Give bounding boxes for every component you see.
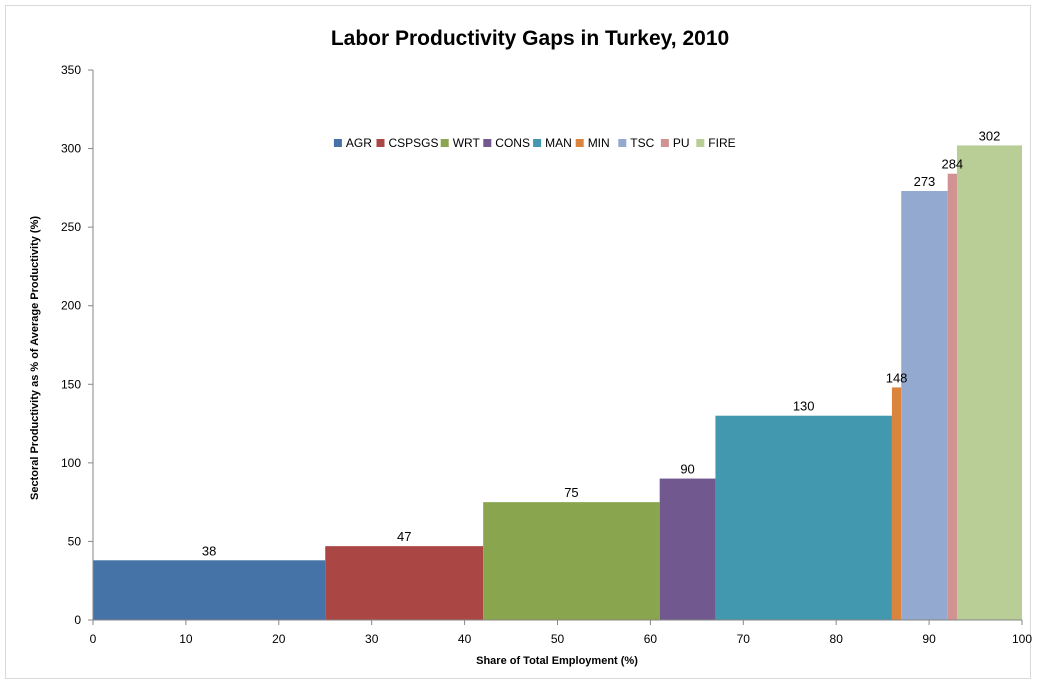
legend-label-fire: FIRE [708, 136, 735, 150]
bar-man [715, 415, 892, 620]
legend-label-man: MAN [545, 136, 572, 150]
x-tick-label: 100 [1012, 632, 1032, 646]
legend-swatch-cons [483, 139, 492, 147]
bars-group [93, 145, 1022, 620]
legend-label-cspsgs: CSPSGS [389, 136, 439, 150]
data-label-pu: 284 [941, 157, 963, 172]
legend-label-wrt: WRT [453, 136, 481, 150]
y-tick-label: 100 [61, 456, 81, 470]
y-tick-label: 300 [61, 142, 81, 156]
x-tick-label: 60 [644, 632, 658, 646]
bar-tsc [901, 191, 948, 620]
legend-swatch-cspsgs [376, 139, 385, 147]
legend-label-cons: CONS [495, 136, 530, 150]
data-labels-group: 38 47 75 90 130 148 273 284 302 [202, 128, 1000, 558]
x-tick-label: 40 [458, 632, 472, 646]
legend-label-agr: AGR [346, 136, 372, 150]
legend-swatch-pu [660, 139, 669, 147]
y-tick-label: 200 [61, 299, 81, 313]
legend-swatch-man [533, 139, 542, 147]
legend-swatch-wrt [440, 139, 449, 147]
data-label-min: 148 [886, 370, 908, 385]
x-ticks-group: 0 10 20 30 40 50 60 70 80 90 100 [90, 620, 1032, 646]
y-ticks-group: 0 50 100 150 200 250 300 350 [61, 63, 93, 627]
x-axis-title: Share of Total Employment (%) [476, 655, 638, 667]
y-tick-label: 350 [61, 63, 81, 77]
legend: AGR CSPSGS WRT CONS MAN MIN TSC PU FIRE [333, 136, 736, 150]
bar-agr [93, 560, 326, 620]
y-tick-label: 50 [68, 534, 82, 548]
bar-fire [956, 145, 1022, 620]
bar-pu [947, 173, 957, 620]
y-tick-label: 250 [61, 220, 81, 234]
legend-swatch-agr [333, 139, 342, 147]
legend-label-min: MIN [588, 136, 610, 150]
x-tick-label: 0 [90, 632, 97, 646]
y-axis-title: Sectoral Productivity as % of Average Pr… [29, 216, 41, 500]
x-tick-label: 90 [922, 632, 936, 646]
legend-swatch-fire [696, 139, 705, 147]
x-tick-label: 30 [365, 632, 379, 646]
legend-swatch-tsc [618, 139, 627, 147]
x-tick-label: 10 [179, 632, 193, 646]
bar-wrt [483, 502, 660, 620]
data-label-tsc: 273 [914, 174, 936, 189]
bar-min [891, 387, 902, 620]
legend-label-pu: PU [673, 136, 690, 150]
x-tick-label: 70 [737, 632, 751, 646]
y-tick-label: 150 [61, 377, 81, 391]
data-label-cons: 90 [680, 462, 694, 477]
data-label-wrt: 75 [564, 485, 578, 500]
y-tick-label: 0 [74, 613, 81, 627]
x-tick-label: 20 [272, 632, 286, 646]
data-label-agr: 38 [202, 543, 216, 558]
data-label-fire: 302 [979, 128, 1001, 143]
data-label-cspsgs: 47 [397, 529, 411, 544]
data-label-man: 130 [793, 399, 815, 414]
bar-cons [659, 478, 716, 620]
legend-swatch-min [575, 139, 584, 147]
bar-cspsgs [325, 546, 484, 620]
x-tick-label: 50 [551, 632, 565, 646]
chart-title: Labor Productivity Gaps in Turkey, 2010 [331, 27, 729, 50]
x-tick-label: 80 [830, 632, 844, 646]
legend-label-tsc: TSC [630, 136, 654, 150]
